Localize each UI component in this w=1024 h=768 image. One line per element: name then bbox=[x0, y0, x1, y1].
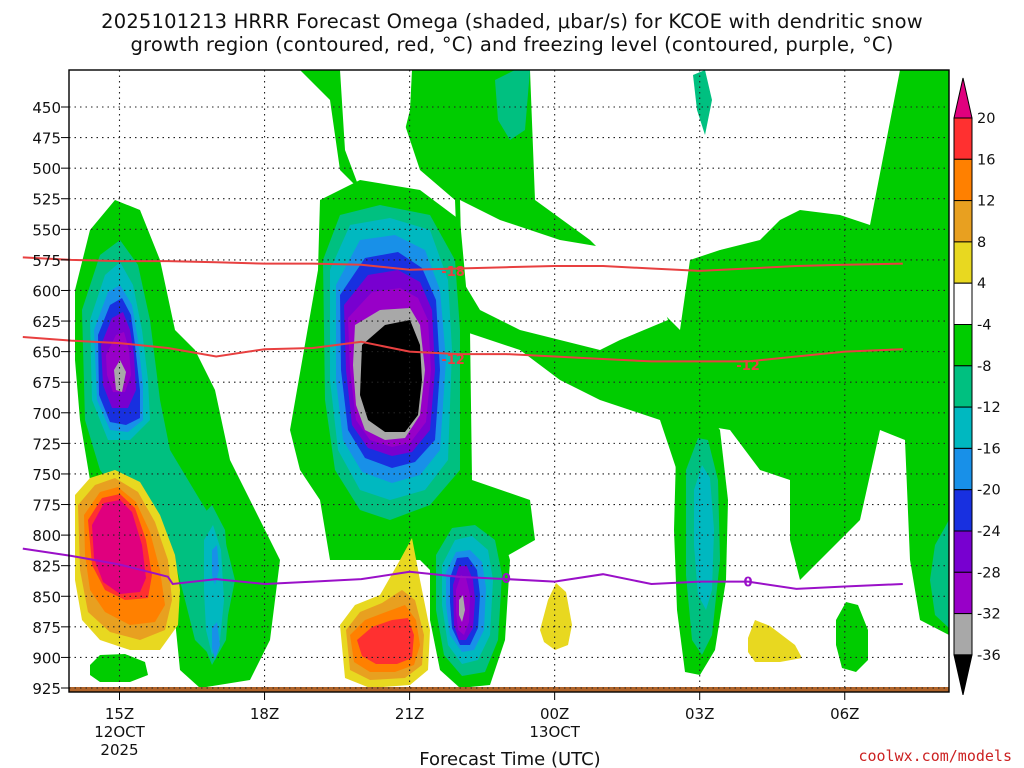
colorbar-swatch-1 bbox=[953, 117, 973, 160]
y-tick-label-775: 775 bbox=[32, 497, 61, 515]
ground-surface bbox=[69, 687, 949, 692]
omega-02z-neg12 bbox=[694, 465, 714, 610]
x-tick-label-15Z: 15Z bbox=[105, 705, 134, 723]
y-axis: 450 475 500 525 550 575 600 625 650 675 700 725 750 7… bbox=[32, 99, 69, 698]
y-tick-label-750: 750 bbox=[32, 466, 61, 484]
omega-region-neg4-white-right bbox=[700, 70, 800, 250]
contour-line-2 bbox=[22, 547, 903, 590]
plot-frame bbox=[68, 69, 950, 693]
omega-21z-neg32 bbox=[459, 595, 465, 622]
colorbar-label-4: 4 bbox=[977, 276, 986, 292]
y-tick-label-675: 675 bbox=[32, 374, 61, 392]
omega-left-lower-neg16 bbox=[212, 545, 219, 585]
y-tick-label-925: 925 bbox=[32, 680, 61, 698]
omega-region-neg4-white-gap bbox=[460, 200, 668, 350]
omega-region-neg8-right-top bbox=[693, 70, 712, 135]
colorbar-bottom-arrow bbox=[953, 654, 973, 696]
colorbar-label-12: 12 bbox=[977, 194, 995, 210]
contour-line-1 bbox=[22, 336, 903, 363]
colorbar-label--36: -36 bbox=[977, 648, 1001, 664]
y-tick-label-650: 650 bbox=[32, 344, 61, 362]
y-tick-label-475: 475 bbox=[32, 130, 61, 148]
colorbar-label-16: 16 bbox=[977, 152, 995, 168]
colorbar-label--12: -12 bbox=[977, 400, 1001, 416]
omega-22z-pos4 bbox=[540, 583, 572, 650]
y-tick-label-600: 600 bbox=[32, 282, 61, 300]
colorbar-swatch-3 bbox=[953, 200, 973, 243]
colorbar-label--24: -24 bbox=[977, 524, 1001, 540]
x-tick-label-03Z: 03Z bbox=[685, 705, 714, 723]
omega-region-neg8-upper bbox=[495, 70, 530, 140]
omega-region-neg4-white-top bbox=[340, 70, 412, 190]
colorbar-label--16: -16 bbox=[977, 441, 1001, 457]
y-tick-label-900: 900 bbox=[32, 649, 61, 667]
omega-left-pos20 bbox=[92, 500, 146, 594]
colorbar-label-20: 20 bbox=[977, 111, 995, 127]
x-tick-sublabel-15Z-0: 12OCT bbox=[94, 723, 145, 741]
contour-label-1-1: -12 bbox=[736, 359, 760, 374]
contour-label-0-0: -18 bbox=[441, 265, 465, 280]
colorbar-label--20: -20 bbox=[977, 483, 1001, 499]
omega-bottom-left-neg4 bbox=[90, 654, 148, 682]
credit-text: coolwx.com/models bbox=[858, 747, 1012, 765]
y-tick-label-500: 500 bbox=[32, 160, 61, 178]
colorbar-swatch-2 bbox=[953, 158, 973, 202]
x-tick-label-06Z: 06Z bbox=[830, 705, 859, 723]
colorbar-label--32: -32 bbox=[977, 607, 1001, 623]
y-tick-label-450: 450 bbox=[32, 99, 61, 117]
contour-label-1-0: -12 bbox=[441, 353, 465, 368]
colorbar-swatch-8 bbox=[953, 406, 973, 449]
contour-line-0 bbox=[22, 256, 903, 272]
colorbar-label--8: -8 bbox=[977, 359, 991, 375]
y-tick-label-575: 575 bbox=[32, 252, 61, 270]
x-axis-label: Forecast Time (UTC) bbox=[419, 749, 600, 768]
y-tick-label-825: 825 bbox=[32, 558, 61, 576]
colorbar-label-8: 8 bbox=[977, 235, 986, 251]
grid bbox=[69, 70, 949, 692]
colorbar-label--4: -4 bbox=[977, 318, 991, 334]
x-tick-label-18Z: 18Z bbox=[250, 705, 279, 723]
colorbar-swatch-4 bbox=[953, 241, 973, 284]
y-tick-label-875: 875 bbox=[32, 619, 61, 637]
colorbar-label--28: -28 bbox=[977, 565, 1001, 581]
omega-left-bottom-neg16 bbox=[212, 622, 220, 660]
x-tick-sublabel-00Z-0: 13OCT bbox=[529, 723, 580, 741]
omega-05z-neg4 bbox=[836, 602, 868, 672]
y-tick-label-525: 525 bbox=[32, 191, 61, 209]
contour-lines: -18 -12 -12 0 0 bbox=[22, 256, 903, 591]
y-tick-label-800: 800 bbox=[32, 527, 61, 545]
colorbar-swatch-7 bbox=[953, 365, 973, 408]
colorbar-swatch-9 bbox=[953, 447, 973, 491]
y-tick-label-725: 725 bbox=[32, 435, 61, 453]
colorbar-top-arrow bbox=[953, 77, 973, 119]
omega-03z-pos4 bbox=[748, 620, 802, 662]
y-tick-label-850: 850 bbox=[32, 588, 61, 606]
colorbar-swatch-13 bbox=[953, 613, 973, 656]
x-tick-label-21Z: 21Z bbox=[395, 705, 424, 723]
chart-title-line-2: growth region (contoured, red, °C) and f… bbox=[130, 33, 893, 56]
x-tick-sublabel-15Z-1: 2025 bbox=[100, 741, 138, 759]
omega-left-neg32 bbox=[114, 360, 126, 392]
colorbar-swatch-11 bbox=[953, 530, 973, 573]
y-tick-label-550: 550 bbox=[32, 221, 61, 239]
contour-label-2-0: 0 bbox=[502, 572, 511, 587]
omega-right-edge-neg8 bbox=[930, 520, 949, 628]
y-tick-label-625: 625 bbox=[32, 313, 61, 331]
contour-label-2-1: 0 bbox=[744, 576, 753, 591]
colorbar: 20 16 12 8 4 -4 -8 -12 -16 -20 -24 -28 -32 -36 bbox=[953, 77, 1001, 696]
omega-20z-pos16 bbox=[357, 618, 414, 664]
omega-left-lower-neg12 bbox=[204, 525, 224, 655]
colorbar-swatch-5 bbox=[953, 282, 973, 326]
colorbar-swatch-6 bbox=[953, 324, 973, 367]
omega-core-neg36 bbox=[360, 320, 422, 432]
chart-title-line-1: 2025101213 HRRR Forecast Omega (shaded, … bbox=[101, 10, 923, 33]
x-tick-label-00Z: 00Z bbox=[540, 705, 569, 723]
colorbar-swatch-10 bbox=[953, 489, 973, 532]
colorbar-swatch-12 bbox=[953, 571, 973, 615]
y-tick-label-700: 700 bbox=[32, 405, 61, 423]
